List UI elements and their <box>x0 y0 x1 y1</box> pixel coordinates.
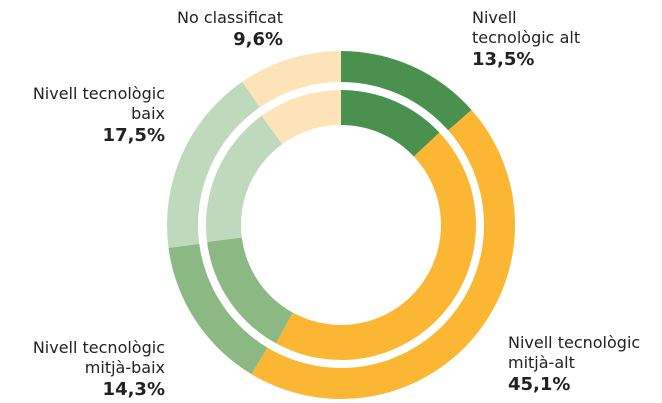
donut-segment <box>206 115 283 242</box>
donut-segment <box>251 109 515 399</box>
category-name: Nivell tecnològic baix <box>32 84 165 123</box>
category-name: Nivell tecnològic alt <box>472 8 581 47</box>
value-label: 45,1% <box>508 374 571 395</box>
donut-segment <box>275 132 476 360</box>
value-label: 17,5% <box>102 125 165 146</box>
category-name: Nivell tecnològic mitjà-alt <box>508 333 641 372</box>
segment-label: Nivell tecnològic baix 17,5% <box>33 84 165 148</box>
category-name: No classificat <box>177 8 283 27</box>
donut-segment <box>341 51 472 131</box>
value-label: 14,3% <box>102 379 165 400</box>
donut-segment <box>167 81 260 248</box>
segment-label: Nivell tecnològic alt 13,5% <box>472 8 580 72</box>
category-name: Nivell tecnològic mitjà-baix <box>32 338 165 377</box>
donut-segment <box>207 237 293 344</box>
donut-segment <box>261 90 341 145</box>
segment-label: Nivell tecnològic mitjà-baix 14,3% <box>33 338 165 402</box>
value-label: 9,6% <box>233 29 283 50</box>
segment-label: Nivell tecnològic mitjà-alt 45,1% <box>508 333 640 397</box>
value-label: 13,5% <box>472 49 535 70</box>
donut-segment <box>242 51 341 108</box>
donut-segment <box>168 243 268 375</box>
donut-segment <box>341 90 440 157</box>
segment-label: No classificat 9,6% <box>177 8 283 52</box>
